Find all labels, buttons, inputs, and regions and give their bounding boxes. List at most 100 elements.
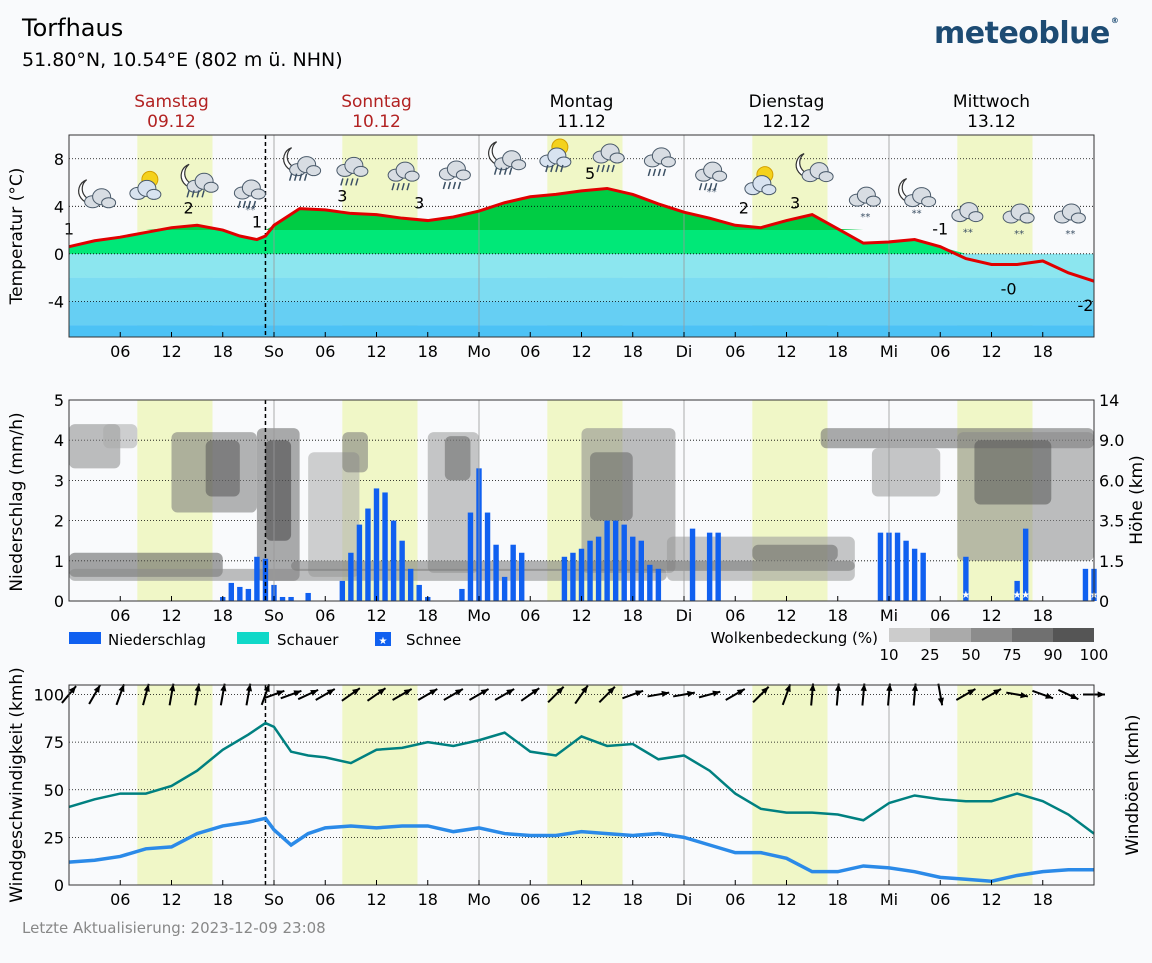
x-tick-label: 18 xyxy=(418,342,438,361)
precip-bar xyxy=(459,588,465,601)
legend-rain-swatch xyxy=(69,632,101,644)
location-title: Torfhaus xyxy=(22,14,124,42)
rain-drop xyxy=(293,173,298,181)
rain-drop xyxy=(252,200,257,209)
legend-cloud-swatch xyxy=(971,628,1012,642)
precip-tick: 4 xyxy=(54,431,64,450)
x-tick-label: Mo xyxy=(467,342,491,361)
arrow-head xyxy=(761,686,769,695)
precip-bar xyxy=(612,520,619,601)
x-tick-label: Mo xyxy=(467,606,491,625)
legend-shower-swatch xyxy=(237,632,269,644)
rain-drop xyxy=(242,200,247,209)
wind-direction-arrow xyxy=(598,686,616,704)
precip-bar xyxy=(254,556,260,601)
x-tick-label: 12 xyxy=(981,342,1001,361)
precip-bar xyxy=(604,520,610,601)
arrow-head xyxy=(68,686,77,694)
rain-drop xyxy=(596,164,600,173)
wind-direction-arrow xyxy=(834,683,842,706)
arrow-head xyxy=(911,683,919,692)
precip-bar xyxy=(305,592,311,601)
rain-drop xyxy=(601,164,605,173)
precip-bar xyxy=(630,536,636,601)
x-tick-label: 18 xyxy=(1033,606,1053,625)
precip-bar xyxy=(365,508,371,601)
precip-bar xyxy=(903,540,909,601)
legend-cloud-swatch xyxy=(930,628,971,642)
arrow-head xyxy=(429,689,438,696)
wind-direction-arrow xyxy=(443,688,464,701)
x-tick-label: 12 xyxy=(981,890,1001,909)
wind-direction-arrow xyxy=(263,689,285,700)
cloud-part xyxy=(921,196,937,208)
arrow-head xyxy=(886,683,893,692)
temp-tick: 8 xyxy=(54,150,64,169)
rain-drop xyxy=(662,168,667,177)
precip-bar xyxy=(519,552,525,601)
legend-cloud-level: 10 xyxy=(879,646,898,664)
height-tick: 1.5 xyxy=(1099,552,1124,571)
rain-drop xyxy=(698,182,703,191)
wind-tick: 25 xyxy=(44,828,64,847)
x-tick-label: Di xyxy=(676,890,693,909)
x-tick-label: Mi xyxy=(880,342,898,361)
rain-drop xyxy=(550,164,554,173)
legend-cloud-swatch xyxy=(1053,628,1094,642)
temperature-label: 3 xyxy=(790,194,800,213)
wind-direction-arrow xyxy=(194,683,201,706)
precip-bar xyxy=(416,584,422,601)
precip-bar xyxy=(1014,580,1020,601)
rain-drop xyxy=(452,181,457,190)
temperature-label: 2 xyxy=(739,198,749,217)
cloud-part xyxy=(556,156,572,168)
legend-snow-swatch xyxy=(375,632,391,646)
legend-cloud-level: 90 xyxy=(1043,646,1062,664)
snowflake: ** xyxy=(245,205,255,216)
arrow-head xyxy=(263,684,270,693)
cloud-part xyxy=(1019,212,1035,224)
precip-bar xyxy=(689,528,696,601)
snowflake: ** xyxy=(860,212,870,223)
temp-band xyxy=(69,277,1094,302)
temperature-label: -1 xyxy=(932,220,948,239)
arrow-head xyxy=(712,690,721,697)
legend-cloud-level: 25 xyxy=(920,646,939,664)
x-tick-label: 12 xyxy=(571,606,591,625)
rain-drop xyxy=(191,190,195,198)
location-coordinates: 51.80°N, 10.54°E (802 m ü. NHN) xyxy=(22,49,343,71)
precip-bar xyxy=(920,552,926,601)
wind-direction-arrow xyxy=(88,684,101,705)
cloud-cover-area xyxy=(590,452,633,521)
precip-bar xyxy=(339,580,346,601)
height-tick: 6.0 xyxy=(1099,471,1124,490)
night-snow-icon: ** xyxy=(898,178,937,220)
snowflake: ** xyxy=(1065,229,1075,240)
temp-tick: 4 xyxy=(54,197,64,216)
precip-bar xyxy=(279,596,286,601)
rain-drop xyxy=(201,190,205,198)
day-date-0: 09.12 xyxy=(147,112,196,132)
rain-drop xyxy=(442,181,447,190)
temperature-label: 2 xyxy=(183,198,193,217)
x-tick-label: 18 xyxy=(1033,890,1053,909)
precip-bar xyxy=(348,552,354,601)
x-tick-label: 18 xyxy=(623,890,643,909)
temperature-label: -2 xyxy=(1077,296,1093,315)
precip-bar xyxy=(578,548,585,601)
x-tick-label: 12 xyxy=(161,342,181,361)
precip-tick: 3 xyxy=(54,471,64,490)
day-name-1: Sonntag xyxy=(341,92,412,112)
cloud-part xyxy=(761,184,777,196)
cloud-cover-area xyxy=(871,448,941,497)
arrow-head xyxy=(118,684,125,693)
daylight-band xyxy=(752,685,828,885)
x-tick-label: Mi xyxy=(880,606,898,625)
cloud-cover-area xyxy=(342,432,368,473)
wind-direction-arrow xyxy=(366,687,387,702)
height-tick: 3.5 xyxy=(1099,512,1124,531)
wind-direction-arrow xyxy=(1006,691,1029,699)
day-date-3: 12.12 xyxy=(762,112,811,132)
x-tick-label: 06 xyxy=(520,606,540,625)
